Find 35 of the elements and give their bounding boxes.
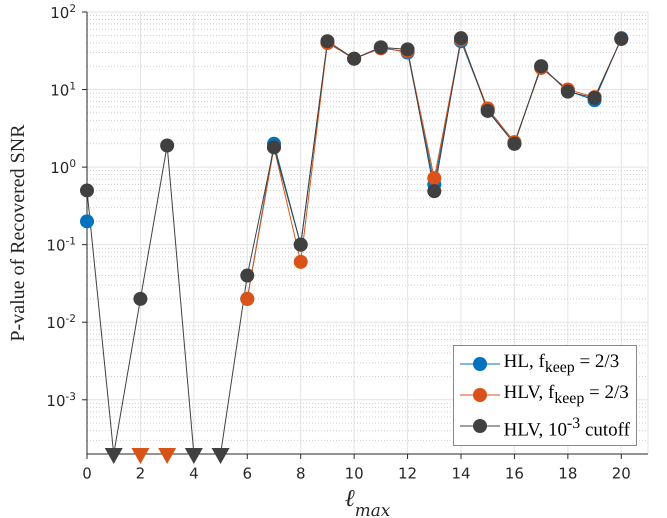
point (427, 184, 442, 198)
x-tick-label: 10 (344, 464, 364, 483)
y-tick-label: 10$^{-2}$ (46, 313, 76, 332)
point (240, 268, 254, 283)
point (427, 171, 442, 186)
point (131, 448, 150, 464)
x-tick-label: 2 (136, 464, 146, 483)
x-tick-label: 14 (451, 464, 471, 483)
legend-label: HL, f$_{keep}$ = 2/3 (504, 350, 620, 378)
x-tick-label: 18 (558, 464, 578, 483)
y-tick-label: 10$^{-3}$ (46, 390, 76, 410)
point (133, 292, 148, 306)
point (184, 448, 203, 464)
x-tick-label: 12 (398, 464, 418, 483)
point (160, 138, 174, 152)
y-axis-title: P-value of Recovered SNR (7, 124, 29, 342)
point (158, 448, 176, 464)
x-tick-label: 8 (296, 464, 306, 483)
y-tick-label: 10$^{0}$ (50, 158, 76, 178)
x-tick-label: 20 (612, 464, 631, 483)
legend-label: HLV, f$_{keep}$ = 2/3 (504, 380, 629, 409)
x-tick-label: 4 (189, 464, 199, 483)
point (104, 448, 123, 464)
point (80, 214, 94, 228)
x-tick-label: 16 (504, 464, 524, 483)
point (294, 254, 308, 269)
x-axis-title: ℓ$_{max}$ (344, 484, 391, 518)
point (212, 448, 230, 464)
legend-label: HLV, 10$^{-3}$ cutoff (504, 414, 630, 442)
point (80, 183, 94, 198)
x-tick-label: 6 (242, 464, 252, 483)
x-tick-label: 0 (82, 464, 92, 483)
y-tick-label: 10$^{2}$ (50, 3, 76, 22)
y-tick-label: 10$^{1}$ (50, 80, 76, 100)
y-tick-label: 10$^{-1}$ (46, 236, 76, 255)
